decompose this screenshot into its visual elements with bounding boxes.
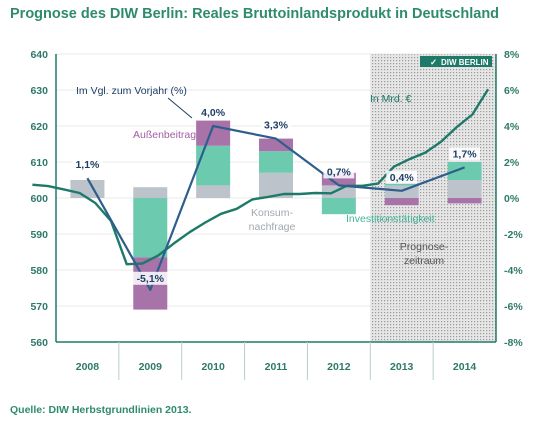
x-tick-label: 2014 — [453, 361, 477, 373]
growth-label-bg — [260, 118, 292, 132]
contribution-bar-mint — [384, 183, 419, 186]
y-left-tick-label: 630 — [30, 85, 48, 97]
component-label-investment: Investitionstätigkeit — [346, 213, 435, 225]
y-right-tick-label: 2% — [504, 157, 520, 169]
gdp-level-line — [32, 88, 490, 266]
growth-data-label: 0,7% — [327, 166, 352, 178]
y-right-tick-label: -8% — [504, 337, 523, 349]
contribution-bar-grey — [196, 185, 231, 198]
x-tick-label: 2013 — [390, 361, 414, 373]
growth-label-bg — [386, 170, 418, 184]
growth-label-bg — [197, 106, 229, 119]
growth-label-bg — [131, 271, 169, 285]
forecast-label: Prognose- — [400, 241, 449, 253]
growth-data-label: -5,1% — [137, 273, 165, 285]
growth-data-label: 4,0% — [201, 107, 226, 119]
y-right-tick-label: 0% — [504, 193, 520, 205]
growth-line-label: Im Vgl. zum Vorjahr (%) — [76, 85, 187, 97]
y-left-tick-label: 560 — [30, 337, 48, 349]
y-right-tick-label: 6% — [504, 85, 520, 97]
contribution-bar-grey — [447, 180, 482, 198]
contribution-bar-mint — [321, 198, 356, 215]
y-right-tick-label: -6% — [504, 301, 523, 313]
y-left-tick-label: 640 — [30, 49, 48, 61]
growth-data-label: 0,4% — [390, 172, 415, 184]
y-left-tick-label: 580 — [30, 265, 48, 277]
y-right-tick-label: 8% — [504, 49, 520, 61]
contribution-bar-mint — [196, 145, 231, 186]
y-right-tick-label: 4% — [504, 121, 520, 133]
x-tick-label: 2010 — [201, 361, 225, 373]
x-tick-label: 2011 — [265, 361, 288, 373]
contribution-bar-purple — [384, 198, 419, 206]
x-tick-label: 2009 — [139, 361, 163, 373]
contribution-bar-grey — [70, 180, 105, 198]
component-label-consumption: Konsum- — [251, 207, 294, 219]
contribution-bar-purple — [259, 138, 293, 152]
y-left-tick-label: 620 — [30, 121, 48, 133]
component-label-consumption: nachfrage — [249, 221, 296, 233]
diw-logo-mark: ✓ — [430, 57, 437, 67]
growth-data-label: 1,1% — [75, 159, 100, 171]
contribution-bar-purple — [196, 120, 231, 146]
y-left-tick-label: 610 — [30, 157, 48, 169]
growth-label-bg — [449, 147, 480, 161]
contribution-bar-grey — [133, 187, 168, 198]
y-left-tick-label: 590 — [30, 229, 48, 241]
growth-label-bg — [72, 158, 103, 172]
component-label-external: Außenbeitrag — [133, 129, 196, 141]
y-left-tick-label: 600 — [30, 193, 48, 205]
y-left-tick-label: 570 — [30, 301, 48, 313]
contribution-bar-mint — [447, 162, 482, 180]
growth-label-bg — [323, 165, 355, 179]
growth-data-label: 3,3% — [264, 120, 289, 132]
forecast-label: zeitraum — [404, 255, 445, 267]
contribution-bar-purple — [447, 198, 482, 204]
y-right-tick-label: -4% — [504, 265, 523, 277]
contribution-bar-grey — [321, 185, 356, 198]
x-tick-label: 2012 — [327, 361, 351, 373]
contribution-bar-mint — [259, 151, 293, 173]
growth-line-leader — [167, 97, 193, 119]
gdp-growth-line — [86, 124, 465, 291]
x-tick-label: 2008 — [76, 361, 100, 373]
growth-data-label: 1,7% — [453, 148, 478, 160]
chart-title: Prognose des DIW Berlin: Reales Bruttoin… — [10, 6, 500, 22]
contribution-bar-mint — [133, 198, 168, 258]
diw-logo — [420, 56, 492, 67]
y-right-tick-label: -2% — [504, 229, 523, 241]
source-note: Quelle: DIW Herbstgrundlinien 2013. — [10, 404, 192, 416]
level-line-label: In Mrd. € — [370, 93, 412, 105]
diw-logo-text: DIW BERLIN — [441, 58, 489, 67]
